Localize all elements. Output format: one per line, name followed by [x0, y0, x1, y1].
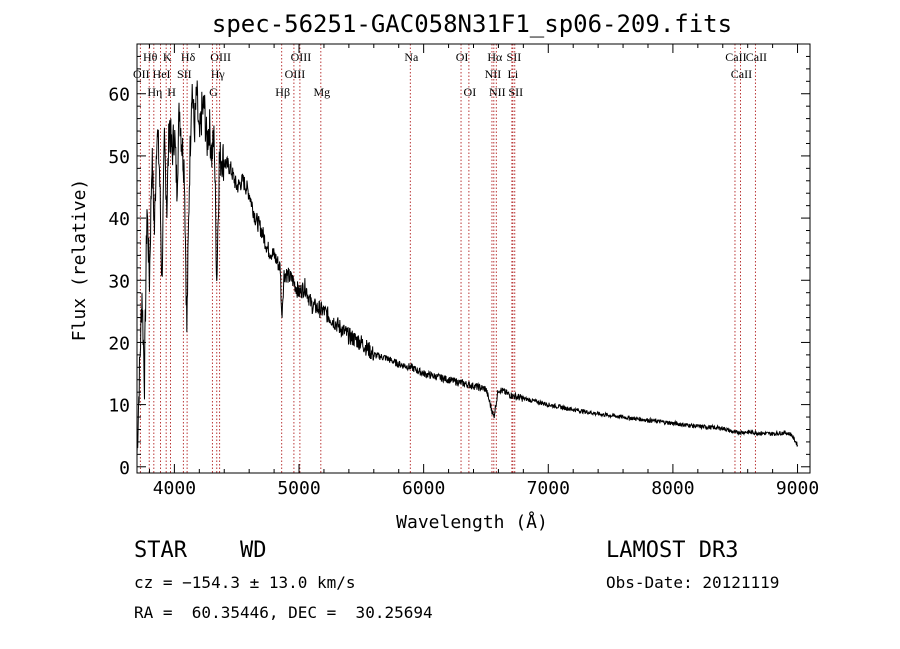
line-label-N-II-6583: NII	[489, 85, 506, 99]
observation-date: Obs-Date: 20121119	[606, 573, 780, 592]
line-label-O-I-6300: OI	[456, 50, 469, 64]
y-tick-label-40: 40	[108, 209, 130, 230]
line-label-H-eta: Hη	[147, 85, 162, 99]
line-label-Ca-II-K: K	[163, 50, 172, 64]
line-label-O-II-3727: OII	[133, 67, 150, 81]
redshift-cz: cz = −154.3 ± 13.0 km/s	[134, 573, 356, 592]
object-class: STAR	[134, 538, 187, 563]
line-label-Ca-II-8542: CaII	[731, 67, 752, 81]
y-tick-label-50: 50	[108, 147, 130, 168]
line-label-H-beta: Hβ	[275, 85, 290, 99]
spectral-line-markers: Hθ K Hδ OIII OIII OI Hα SII CaII OII HeI SII Hγ OIII N…	[133, 44, 767, 473]
series-line-flux	[136, 80, 799, 455]
y-tick-label-60: 60	[108, 85, 130, 106]
line-label-Ca-II-8498: CaII	[725, 50, 746, 64]
y-axis-label: Flux (relative)	[69, 179, 90, 342]
survey-name: LAMOST DR3	[606, 538, 739, 563]
line-label-G-band: G	[209, 85, 218, 99]
x-tick-label-8000: 8000	[651, 478, 694, 499]
x-axis-label: Wavelength (Å)	[396, 511, 548, 533]
axes: 4000 5000 6000 7000 8000 9000 0 10 20 30 40 50 60	[108, 43, 819, 499]
line-label-H-alpha: Hα	[487, 50, 503, 64]
line-label-N-II-6548: NII	[485, 67, 502, 81]
y-tick-label-10: 10	[108, 396, 130, 417]
line-label-H-theta: Hθ	[143, 50, 158, 64]
line-label-S-II-4072: SII	[177, 67, 192, 81]
line-label-Na: Na	[404, 50, 419, 64]
coordinates: RA = 60.35446, DEC = 30.25694	[134, 603, 433, 622]
line-label-S-II-6716: SII	[507, 50, 522, 64]
line-label-O-III-4959: OIII	[285, 67, 306, 81]
x-tick-label-6000: 6000	[402, 478, 445, 499]
x-tick-label-4000: 4000	[153, 478, 196, 499]
line-label-O-I-6363: OI	[464, 85, 477, 99]
line-label-O-III-5007: OIII	[291, 50, 312, 64]
y-tick-label-0: 0	[119, 458, 130, 479]
x-tick-label-9000: 9000	[776, 478, 819, 499]
series-layer	[136, 80, 799, 455]
line-label-O-III-4363: OIII	[210, 50, 231, 64]
x-tick-label-7000: 7000	[527, 478, 570, 499]
line-label-He-I-3889: HeI	[153, 67, 171, 81]
chart-title: spec-56251-GAC058N31F1_sp06-209.fits	[212, 10, 732, 38]
x-tick-label-5000: 5000	[277, 478, 320, 499]
line-label-S-II-6731: SII	[508, 85, 523, 99]
line-label-Li-I-6708: Li	[508, 67, 519, 81]
line-label-Ca-II-8662: CaII	[746, 50, 767, 64]
line-label-H-gamma: Hγ	[211, 67, 226, 81]
line-label-H-delta: Hδ	[181, 50, 196, 64]
y-tick-label-20: 20	[108, 333, 130, 354]
y-tick-label-30: 30	[108, 271, 130, 292]
line-label-Ca-II-H: H	[167, 85, 176, 99]
plot-frame	[136, 43, 811, 474]
object-subclass: WD	[240, 538, 267, 563]
line-label-Mg: Mg	[313, 85, 330, 99]
